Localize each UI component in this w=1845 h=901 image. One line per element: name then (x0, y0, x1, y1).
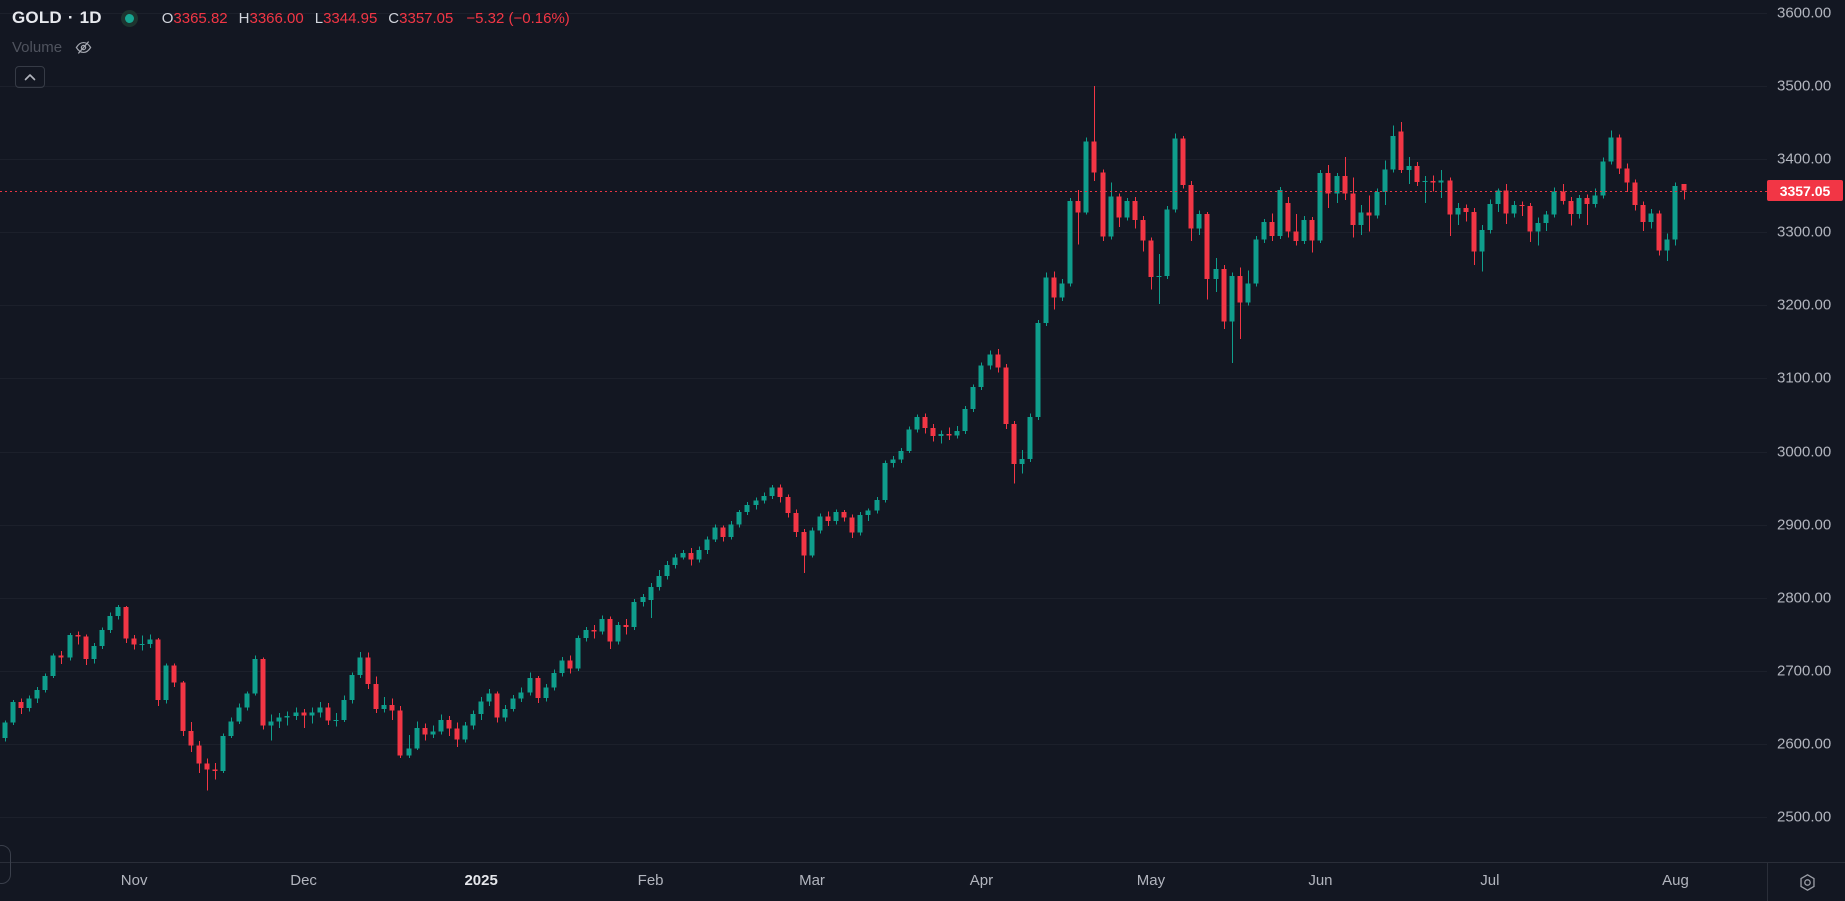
price-tick-label: 3300.00 (1777, 223, 1832, 241)
volume-indicator-row: Volume (12, 37, 570, 57)
time-axis-label: 2025 (464, 872, 498, 889)
bottom-left-panel-handle (0, 845, 11, 884)
time-axis-label: May (1136, 872, 1166, 889)
price-tick-label: 3400.00 (1777, 150, 1832, 168)
open-value: 3365.82 (173, 9, 228, 27)
high-label: H (238, 9, 250, 27)
volume-visibility-toggle[interactable] (74, 38, 93, 57)
eye-off-icon (75, 40, 92, 54)
gear-icon (1799, 873, 1815, 891)
grid-lines (0, 13, 1767, 818)
time-axis-label: Jun (1308, 872, 1333, 889)
low-value: 3344.95 (323, 9, 378, 27)
close-value: 3357.05 (399, 9, 454, 27)
candles (2, 86, 1687, 791)
price-tick-label: 2600.00 (1777, 735, 1832, 753)
price-tick-label: 2900.00 (1777, 516, 1832, 534)
ohlc-values: O3365.82 H3366.00 L3344.95 C3357.05 −5.3… (162, 10, 570, 27)
interval-label[interactable]: 1D (79, 8, 102, 27)
price-tick-label: 3600.00 (1777, 4, 1832, 22)
symbol-name[interactable]: GOLD (12, 8, 62, 27)
market-status-dot-inner (124, 13, 134, 23)
price-axis[interactable]: 3357.05 3600.00 3500.00 3400.00 3300.00 3200… (1767, 0, 1845, 862)
chart-settings-button[interactable] (1796, 871, 1818, 893)
chevron-up-icon (24, 74, 36, 81)
time-axis-label: Mar (799, 872, 825, 889)
volume-indicator-label[interactable]: Volume (12, 38, 63, 56)
collapse-legend-button[interactable] (15, 66, 45, 88)
open-label: O (161, 9, 174, 27)
time-axis[interactable]: Nov Dec 2025 Feb Mar Apr May Jun Jul Aug (0, 862, 1845, 901)
legend: GOLD · 1D O3365.82 H3366.00 L3344.95 C33… (12, 7, 570, 88)
time-axis-label: Jul (1480, 872, 1500, 889)
time-axis-label: Nov (120, 872, 148, 889)
time-axis-label: Apr (969, 872, 994, 889)
change-value: −5.32 (−0.16%) (466, 9, 570, 27)
price-tick-label: 2500.00 (1777, 808, 1832, 826)
high-value: 3366.00 (249, 9, 304, 27)
price-tick-label: 2800.00 (1777, 589, 1832, 607)
price-tick-label: 3000.00 (1777, 443, 1832, 461)
low-label: L (314, 9, 324, 27)
candlestick-chart[interactable] (0, 0, 1845, 862)
last-price-badge: 3357.05 (1767, 180, 1843, 202)
price-tick-label: 3500.00 (1777, 77, 1832, 95)
axis-corner-divider (1767, 863, 1768, 901)
time-axis-label: Feb (637, 872, 664, 889)
symbol-interval-separator: · (67, 8, 74, 27)
price-tick-label: 3200.00 (1777, 296, 1832, 314)
close-label: C (388, 9, 400, 27)
symbol-legend-row: GOLD · 1D O3365.82 H3366.00 L3344.95 C33… (12, 7, 570, 29)
price-tick-label: 2700.00 (1777, 662, 1832, 680)
market-status-dot[interactable] (120, 9, 138, 27)
time-axis-label: Dec (290, 872, 317, 889)
time-axis-label: Aug (1662, 872, 1689, 889)
price-tick-label: 3100.00 (1777, 369, 1832, 387)
